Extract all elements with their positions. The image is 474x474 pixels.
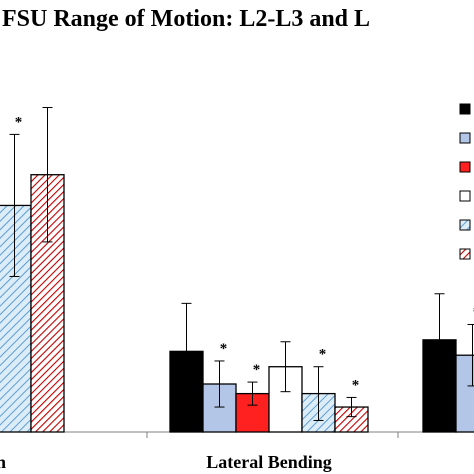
significance-star: *	[352, 377, 360, 393]
legend-swatch	[459, 103, 471, 115]
significance-star: *	[220, 341, 228, 357]
legend-swatch	[459, 190, 471, 202]
legend	[459, 103, 471, 260]
legend-swatch	[459, 248, 471, 260]
significance-star: *	[473, 304, 474, 320]
significance-star: *	[319, 347, 327, 363]
significance-star: *	[15, 114, 23, 130]
chart-title: FSU Range of Motion: L2-L3 and L	[2, 6, 370, 32]
plot-area: -ExtensionLateral BendingA******	[0, 107, 474, 472]
bar	[0, 204, 32, 433]
significance-star: *	[253, 362, 261, 378]
category-label: Lateral Bending	[206, 452, 332, 472]
bar	[455, 354, 474, 433]
legend-swatch	[459, 219, 471, 231]
legend-swatch	[459, 161, 471, 173]
category-label: -Extension	[0, 452, 6, 472]
legend-swatch	[459, 132, 471, 144]
